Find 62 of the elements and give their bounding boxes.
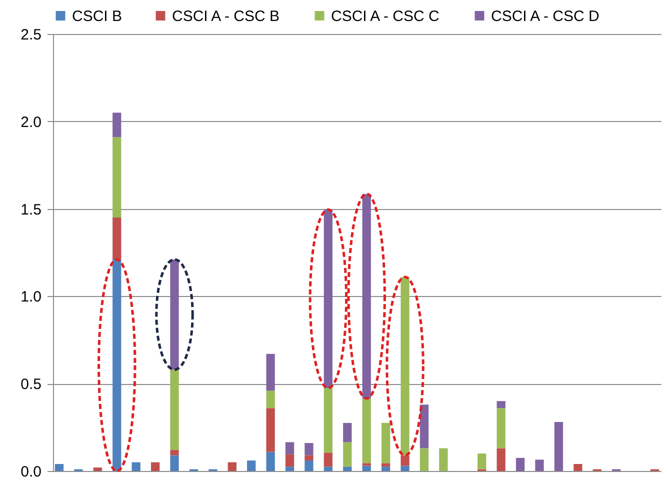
bar (93, 468, 102, 471)
bar (324, 466, 333, 471)
bar (170, 259, 179, 370)
legend-label: CSCI A - CSC D (491, 8, 600, 25)
bar (496, 408, 506, 448)
bar (400, 466, 410, 471)
bar (266, 354, 275, 391)
bar (266, 408, 275, 452)
bar (324, 452, 333, 467)
bar (170, 450, 179, 456)
bar (496, 448, 506, 471)
bar (362, 466, 371, 471)
bar (381, 422, 390, 464)
bar (285, 442, 294, 454)
bar (362, 398, 371, 464)
y-tick-label: 1.5 (20, 201, 42, 218)
bar (343, 422, 352, 442)
bar (420, 448, 429, 471)
bar (285, 466, 294, 471)
bar (112, 259, 122, 471)
bar (266, 452, 275, 471)
bar (381, 463, 390, 467)
bar (420, 404, 429, 448)
bar (247, 460, 256, 471)
y-tick-label: 0.0 (20, 464, 42, 480)
y-tick-label: 0.5 (20, 376, 42, 394)
bar (400, 455, 410, 466)
bar (132, 462, 140, 471)
bar (170, 370, 179, 450)
bar (150, 462, 160, 471)
bar (112, 218, 122, 260)
y-tick-label: 2.5 (20, 26, 42, 44)
bar (535, 460, 544, 471)
bar (304, 460, 314, 471)
bar (228, 462, 236, 471)
bar (304, 455, 314, 461)
bar (324, 210, 333, 388)
y-tick-label: 2.0 (20, 114, 42, 131)
bar (266, 390, 275, 408)
bar (439, 448, 448, 471)
legend-label: CSCI B (72, 8, 122, 25)
bar (324, 388, 333, 453)
bar (54, 464, 64, 471)
legend-label: CSCI A - CSC B (172, 8, 280, 25)
bar (362, 463, 371, 466)
bar (112, 137, 122, 218)
y-tick-label: 1.0 (20, 288, 42, 306)
bar (400, 276, 410, 456)
bar (343, 442, 352, 467)
bar (343, 466, 352, 471)
bar (304, 443, 314, 456)
bar (574, 464, 582, 471)
bar (112, 112, 122, 138)
bar (516, 458, 525, 471)
bar (554, 422, 564, 471)
bar (478, 454, 486, 470)
bar (362, 194, 371, 398)
legend-label: CSCI A - CSC C (331, 8, 440, 25)
bar (381, 466, 390, 471)
bar (285, 454, 294, 467)
bar (170, 455, 179, 471)
bar (496, 401, 506, 408)
